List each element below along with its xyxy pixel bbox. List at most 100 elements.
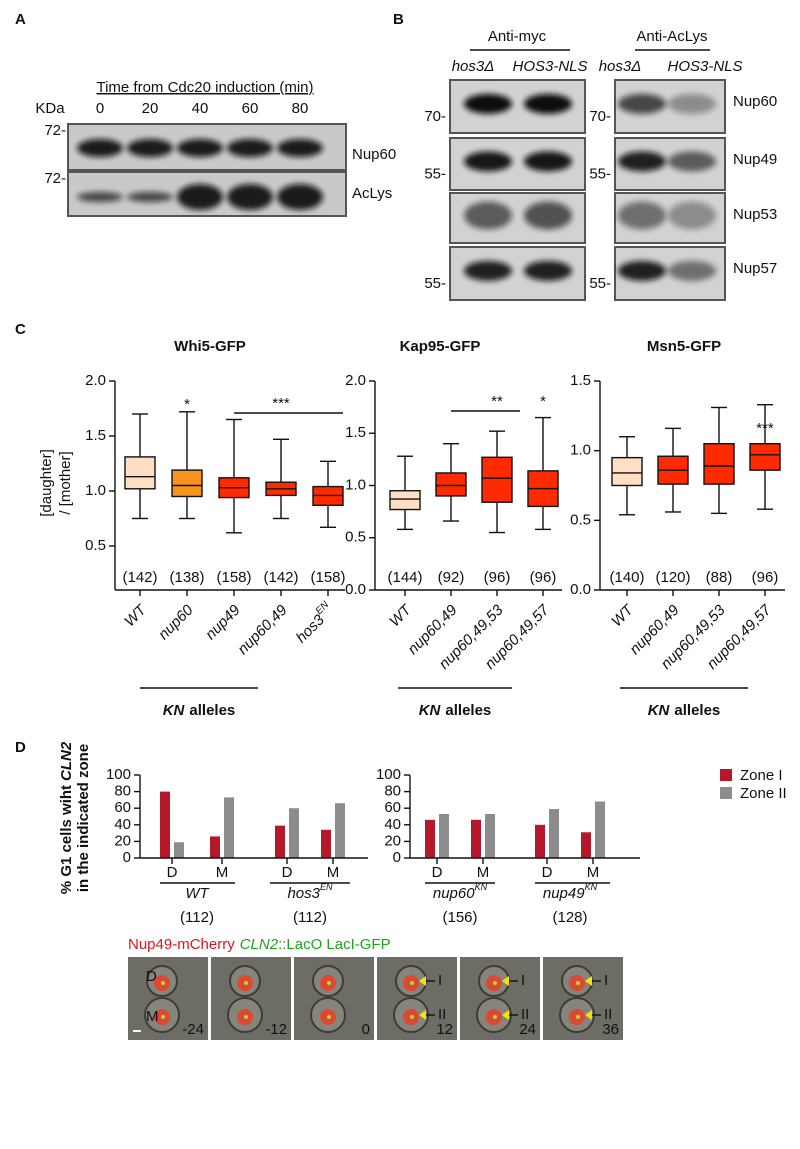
- significance: *: [540, 393, 546, 410]
- y-tick-label: 60: [384, 799, 401, 816]
- x-tick-label: nup49: [202, 601, 244, 643]
- band: [464, 151, 512, 172]
- group-name: hos3: [287, 885, 320, 902]
- sample-size: (96): [752, 569, 779, 586]
- y-tick-label: 20: [384, 832, 401, 849]
- y-tick-label: 60: [114, 799, 131, 816]
- lane-label: 60: [242, 100, 259, 117]
- bar: [595, 801, 605, 858]
- panel-label: A: [15, 11, 26, 28]
- lane-label: 80: [292, 100, 309, 117]
- y-axis-label: % G1 cells wiht CLN2in the indicated zone: [58, 741, 92, 894]
- x-tick-label: D: [542, 864, 553, 881]
- arrow-head: [419, 1010, 426, 1020]
- band: [277, 139, 323, 157]
- band: [524, 260, 572, 281]
- sample-size: (140): [609, 569, 644, 586]
- y-tick-label: 40: [114, 816, 131, 833]
- x-tick-label: M: [327, 864, 340, 881]
- unit-label: KDa: [35, 100, 65, 117]
- group-superscript: EN: [320, 882, 333, 892]
- x-tick-label: WT: [608, 600, 638, 630]
- chart-title: Whi5-GFP: [174, 338, 246, 355]
- locus: [410, 981, 414, 985]
- bar: [485, 814, 495, 858]
- locus: [244, 1015, 248, 1019]
- bar: [321, 829, 331, 858]
- locus: [493, 981, 497, 985]
- kda-marker: 72-: [44, 170, 66, 187]
- micrograph-caption-part: Nup49-mCherry: [128, 936, 235, 953]
- category: nup60,49: [234, 601, 291, 658]
- locus: [327, 981, 331, 985]
- strain-label: HOS3-NLS: [667, 58, 742, 75]
- panel-label: B: [393, 11, 404, 28]
- arrow-head: [502, 1010, 509, 1020]
- legend-swatch: [720, 787, 732, 799]
- band: [77, 139, 123, 157]
- sample-size: (142): [122, 569, 157, 586]
- kda-marker: 70-: [424, 108, 446, 125]
- band: [464, 93, 512, 114]
- band: [227, 139, 273, 157]
- sample-size: (112): [293, 909, 327, 926]
- category: WT: [121, 600, 151, 630]
- time-label: -24: [182, 1021, 204, 1038]
- lane-label: 40: [192, 100, 209, 117]
- x-axis-label-part: alleles: [445, 702, 491, 719]
- x-tick-label: D: [167, 864, 178, 881]
- arrow-head: [585, 1010, 592, 1020]
- box: [124, 456, 156, 490]
- sample-size: (92): [438, 569, 465, 586]
- zone-label: II: [438, 1006, 446, 1023]
- y-tick-label: 0: [123, 849, 131, 866]
- blot-name: Nup60: [352, 146, 396, 163]
- sample-size: (88): [706, 569, 733, 586]
- y-tick-label: 20: [114, 832, 131, 849]
- band: [668, 93, 716, 114]
- chart-title: Msn5-GFP: [647, 338, 721, 355]
- locus: [327, 1015, 331, 1019]
- category: hos3: [293, 611, 328, 646]
- y-label-part: in the indicated zone: [75, 744, 92, 892]
- band: [177, 139, 223, 157]
- bar: [210, 836, 220, 858]
- category: WT: [386, 600, 416, 630]
- category: nup60: [155, 601, 197, 643]
- zone-label: I: [604, 972, 608, 989]
- x-tick-label: D: [282, 864, 293, 881]
- group-name: nup60: [433, 885, 475, 902]
- bar: [535, 824, 545, 858]
- x-axis-label: KN alleles: [648, 702, 721, 719]
- box: [749, 443, 781, 471]
- band: [524, 93, 572, 114]
- x-tick-label: M: [477, 864, 490, 881]
- sample-size: (120): [655, 569, 690, 586]
- lane-label: 0: [96, 100, 104, 117]
- bar: [471, 819, 481, 858]
- time-label: 36: [602, 1021, 619, 1038]
- box: [611, 456, 643, 487]
- sample-size: (138): [169, 569, 204, 586]
- zone-label: II: [604, 1006, 612, 1023]
- band: [127, 192, 173, 202]
- blot-name: Nup53: [733, 206, 777, 223]
- y-tick-label: 0.0: [345, 581, 366, 598]
- sample-size: (128): [552, 909, 587, 926]
- y-tick-label: 2.0: [85, 372, 106, 389]
- significance: ***: [756, 420, 774, 437]
- significance: ***: [272, 395, 290, 412]
- y-tick-label: 1.5: [570, 372, 591, 389]
- box: [435, 472, 467, 497]
- group-name: WT: [185, 885, 210, 902]
- locus: [493, 1015, 497, 1019]
- y-tick-label: 0.5: [570, 511, 591, 528]
- bar: [275, 825, 285, 858]
- band: [177, 184, 223, 210]
- band: [618, 151, 666, 172]
- locus: [576, 1015, 580, 1019]
- y-tick-label: 1.5: [345, 424, 366, 441]
- time-label: -12: [265, 1021, 287, 1038]
- time-label: 24: [519, 1021, 536, 1038]
